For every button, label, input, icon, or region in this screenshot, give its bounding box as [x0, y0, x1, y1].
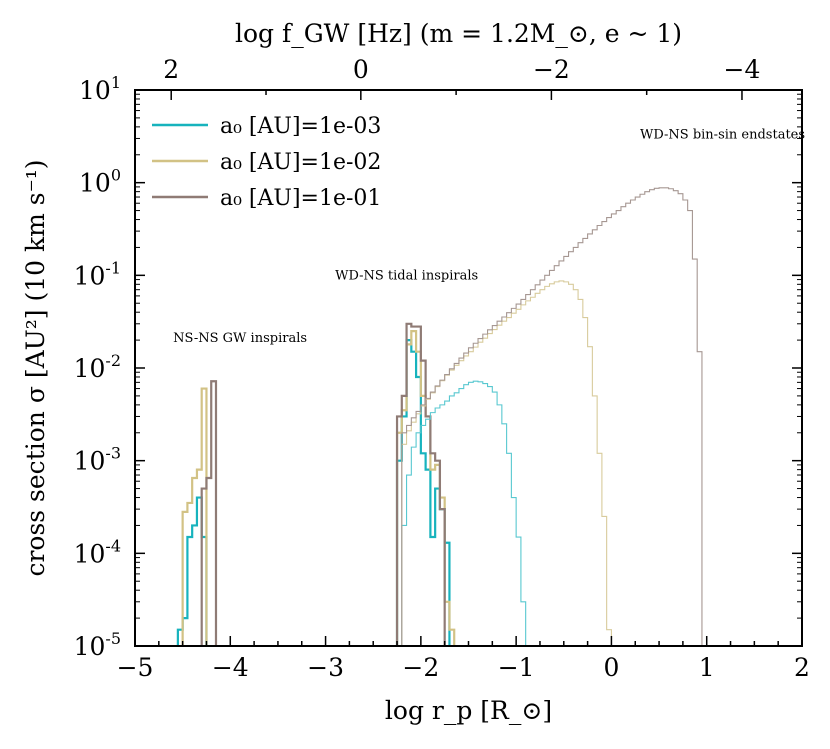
ticks-layer	[134, 89, 803, 647]
labels-layer: −5−4−3−2−101220−2−4−610-510-410-310-210-…	[21, 19, 810, 725]
x-tick-label: −3	[307, 653, 344, 682]
annotation-text: NS-NS GW inspirals	[173, 331, 307, 346]
top-tick-label: −4	[724, 55, 761, 84]
legend-label: a₀ [AU]=1e-01	[220, 186, 381, 211]
series-line-gw-2	[200, 380, 218, 646]
x-tick-label: 0	[603, 653, 619, 682]
top-tick-label: 2	[163, 55, 179, 84]
x-tick-label: −5	[117, 653, 154, 682]
y-axis-title: cross section σ [AU²] (10 km s⁻¹)	[21, 159, 50, 576]
series-line-endstates-6	[401, 380, 531, 647]
y-tick-label: 100	[79, 166, 121, 198]
x-tick-label: −1	[498, 653, 535, 682]
x-tick-label: −2	[402, 653, 439, 682]
y-tick-label: 10-1	[74, 258, 121, 290]
top-axis-title: log f_GW [Hz] (m = 1.2M_⊙, e ~ 1)	[235, 19, 682, 48]
y-tick-label: 10-2	[74, 351, 121, 383]
annotation-text: WD-NS bin-sin endstates	[640, 127, 805, 142]
series-layer	[176, 187, 707, 647]
annotation-layer: WD-NS bin-sin endstates WD-NS tidal inspi…	[173, 127, 805, 346]
x-tick-label: 1	[699, 653, 715, 682]
series-line-tidal-5	[395, 322, 446, 646]
legend-label: a₀ [AU]=1e-02	[220, 150, 381, 175]
y-tick-label: 10-3	[74, 444, 121, 476]
x-tick-label: 2	[794, 653, 810, 682]
y-tick-label: 10-5	[74, 629, 121, 661]
series-line-endstates-8	[401, 187, 707, 647]
series-line-gw-1	[181, 387, 208, 646]
legend-label: a₀ [AU]=1e-03	[220, 114, 381, 139]
legend: a₀ [AU]=1e-03 a₀ [AU]=1e-02 a₀ [AU]=1e-01	[152, 114, 381, 211]
annotation-text: WD-NS tidal inspirals	[335, 269, 478, 284]
y-tick-label: 101	[79, 73, 121, 105]
x-tick-label: −4	[212, 653, 249, 682]
y-tick-label: 10-4	[74, 536, 121, 568]
top-tick-label: −2	[533, 55, 570, 84]
top-tick-label: 0	[353, 55, 369, 84]
x-axis-title: log r_p [R_⊙]	[385, 696, 552, 725]
